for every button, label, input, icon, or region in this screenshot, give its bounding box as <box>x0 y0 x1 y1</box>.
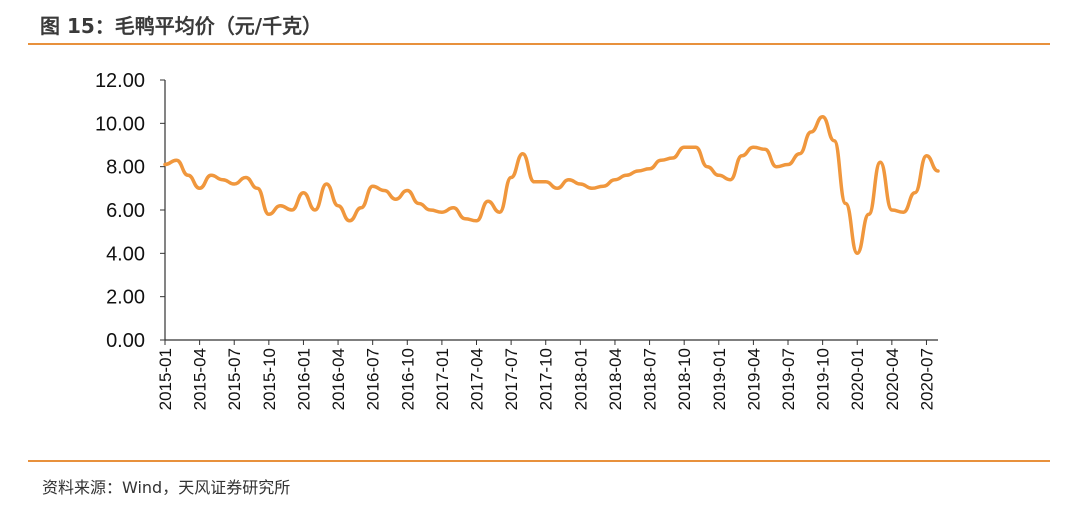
x-tick-label: 2015-10 <box>260 348 279 410</box>
x-tick-label: 2016-10 <box>398 348 417 410</box>
figure-title: 图 15：毛鸭平均价（元/千克） <box>40 14 323 38</box>
plot-area <box>163 115 940 256</box>
x-tick-label: 2020-04 <box>883 348 902 410</box>
y-tick-label: 10.00 <box>95 113 145 135</box>
x-tick-label: 2018-10 <box>675 348 694 410</box>
x-tick-label: 2015-04 <box>191 348 210 410</box>
y-tick-label: 8.00 <box>106 157 145 179</box>
x-tick-label: 2018-01 <box>571 348 590 410</box>
x-tick-label: 2016-04 <box>329 348 348 410</box>
x-tick-label: 2019-04 <box>744 348 763 410</box>
y-tick-label: 2.00 <box>106 287 145 309</box>
x-tick-label: 2016-07 <box>364 348 383 410</box>
series-line-duck-price <box>163 115 940 256</box>
x-tick-label: 2017-10 <box>537 348 556 410</box>
x-tick-label: 2020-07 <box>917 348 936 410</box>
x-tick-label: 2018-04 <box>606 348 625 410</box>
top-rule <box>28 43 1050 45</box>
x-tick-label: 2019-07 <box>779 348 798 410</box>
x-axis: 2015-01 2015-04 2015-07 2015-10 2016-01 2016-… <box>156 339 938 410</box>
x-tick-label: 2020-01 <box>848 348 867 410</box>
x-tick-label: 2017-04 <box>468 348 487 410</box>
y-axis: 0.00 2.00 4.00 6.00 8.00 10.00 12.00 <box>95 70 166 352</box>
x-tick-label: 2015-07 <box>225 348 244 410</box>
x-tick-label: 2017-07 <box>502 348 521 410</box>
y-tick-label: 12.00 <box>95 70 145 92</box>
y-tick-label: 4.00 <box>106 243 145 265</box>
y-tick-label: 0.00 <box>106 330 145 352</box>
source-note: 资料来源：Wind，天风证券研究所 <box>42 478 291 497</box>
x-tick-label: 2019-01 <box>710 348 729 410</box>
x-tick-label: 2018-07 <box>641 348 660 410</box>
x-tick-label: 2015-01 <box>156 348 175 410</box>
y-tick-label: 6.00 <box>106 200 145 222</box>
x-tick-label: 2017-01 <box>433 348 452 410</box>
x-tick-label: 2019-10 <box>814 348 833 410</box>
x-tick-label: 2016-01 <box>294 348 313 410</box>
bottom-rule <box>28 460 1050 462</box>
